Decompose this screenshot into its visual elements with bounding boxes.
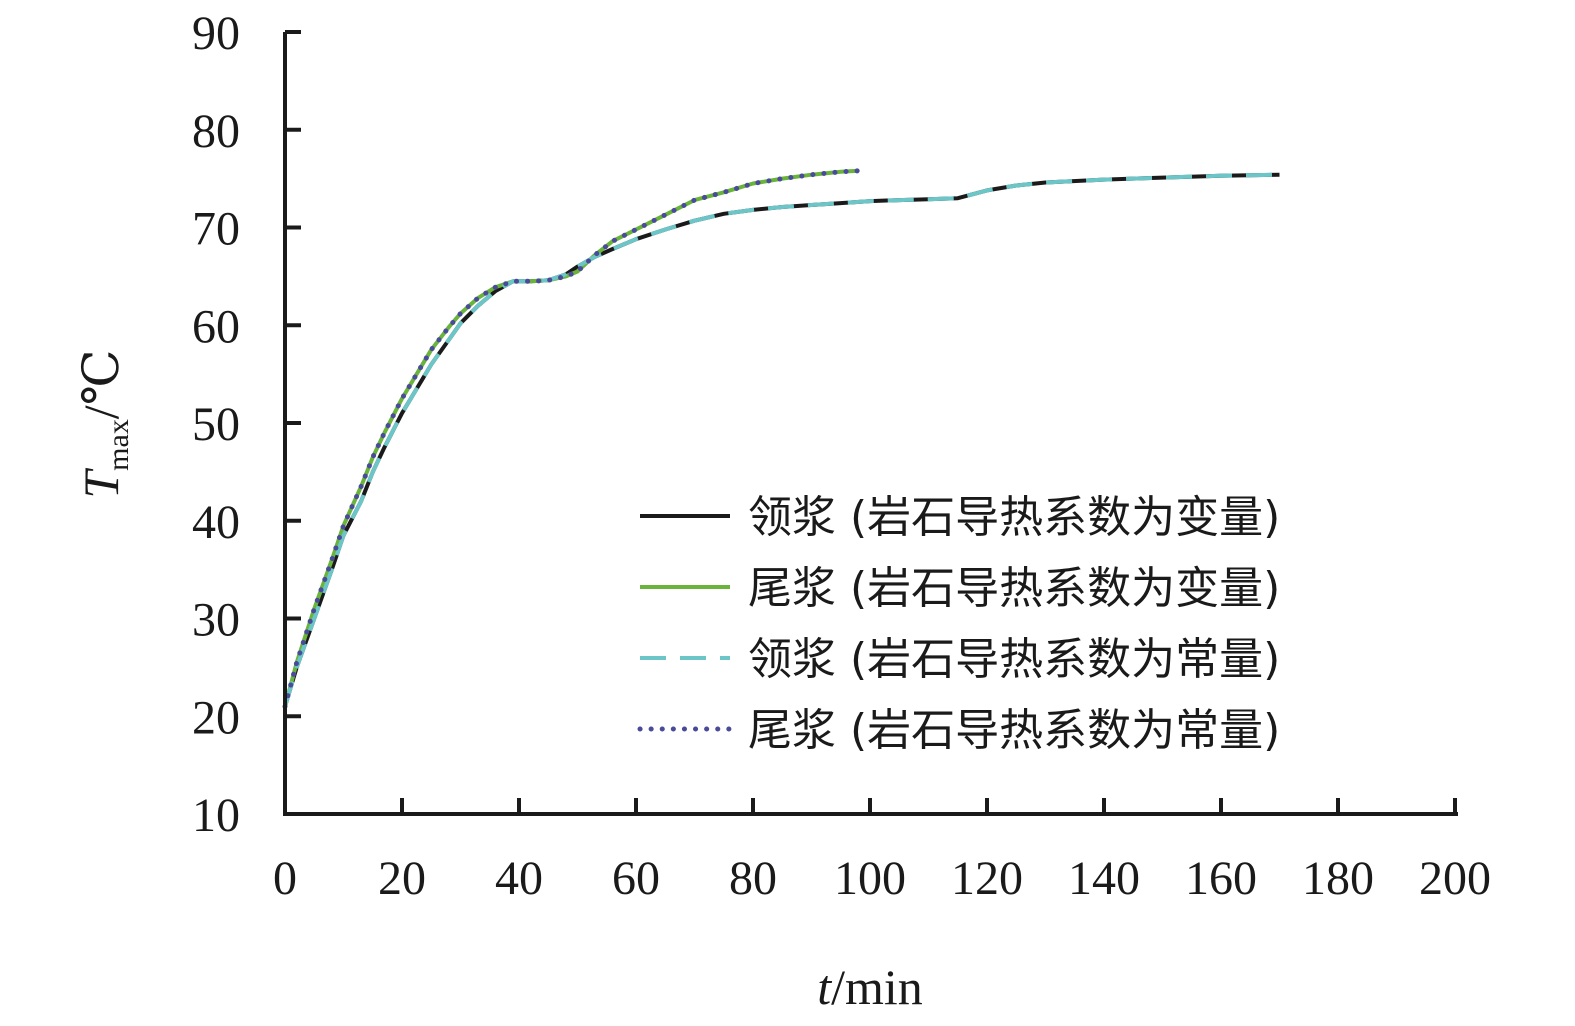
series-line-4 bbox=[282, 168, 861, 709]
y-tick-label: 10 bbox=[192, 789, 240, 842]
series-layer bbox=[282, 168, 1280, 709]
legend-label-1: 领浆 (岩石导热系数为变量) bbox=[748, 492, 1280, 543]
x-tick-label: 120 bbox=[951, 852, 1023, 905]
y-axis-ticks: 10 20 30 40 50 60 70 80 90 bbox=[192, 7, 301, 842]
x-tick-label: 40 bbox=[495, 852, 543, 905]
y-axis-title: Tmax/℃ bbox=[73, 349, 135, 498]
x-tick-label: 0 bbox=[273, 852, 297, 905]
y-tick-label: 50 bbox=[192, 398, 240, 451]
x-tick-label: 60 bbox=[612, 852, 660, 905]
x-tick-label: 140 bbox=[1068, 852, 1140, 905]
legend: 领浆 (岩石导热系数为变量) 尾浆 (岩石导热系数为变量) 领浆 (岩石导热系数为常… bbox=[637, 492, 1280, 756]
x-tick-label: 80 bbox=[729, 852, 777, 905]
y-tick-label: 20 bbox=[192, 691, 240, 744]
x-tick-label: 100 bbox=[834, 852, 906, 905]
x-axis-title: t/min bbox=[817, 959, 923, 1015]
y-tick-label: 80 bbox=[192, 105, 240, 158]
x-tick-label: 20 bbox=[378, 852, 426, 905]
y-tick-label: 40 bbox=[192, 496, 240, 549]
y-tick-label: 70 bbox=[192, 203, 240, 256]
x-tick-label: 200 bbox=[1419, 852, 1491, 905]
legend-label-2: 尾浆 (岩石导热系数为变量) bbox=[748, 563, 1280, 614]
y-tick-label: 30 bbox=[192, 594, 240, 647]
x-tick-label: 180 bbox=[1302, 852, 1374, 905]
y-tick-label: 90 bbox=[192, 7, 240, 60]
legend-label-3: 领浆 (岩石导热系数为常量) bbox=[748, 634, 1280, 685]
y-tick-label: 60 bbox=[192, 300, 240, 353]
series-line-1 bbox=[283, 172, 1280, 708]
legend-label-4: 尾浆 (岩石导热系数为常量) bbox=[748, 705, 1280, 756]
series-line-3 bbox=[283, 172, 1280, 708]
series-line-2 bbox=[283, 168, 859, 708]
x-tick-label: 160 bbox=[1185, 852, 1257, 905]
x-axis-ticks: 0 20 40 60 80 100 120 140 160 180 200 bbox=[273, 798, 1491, 905]
